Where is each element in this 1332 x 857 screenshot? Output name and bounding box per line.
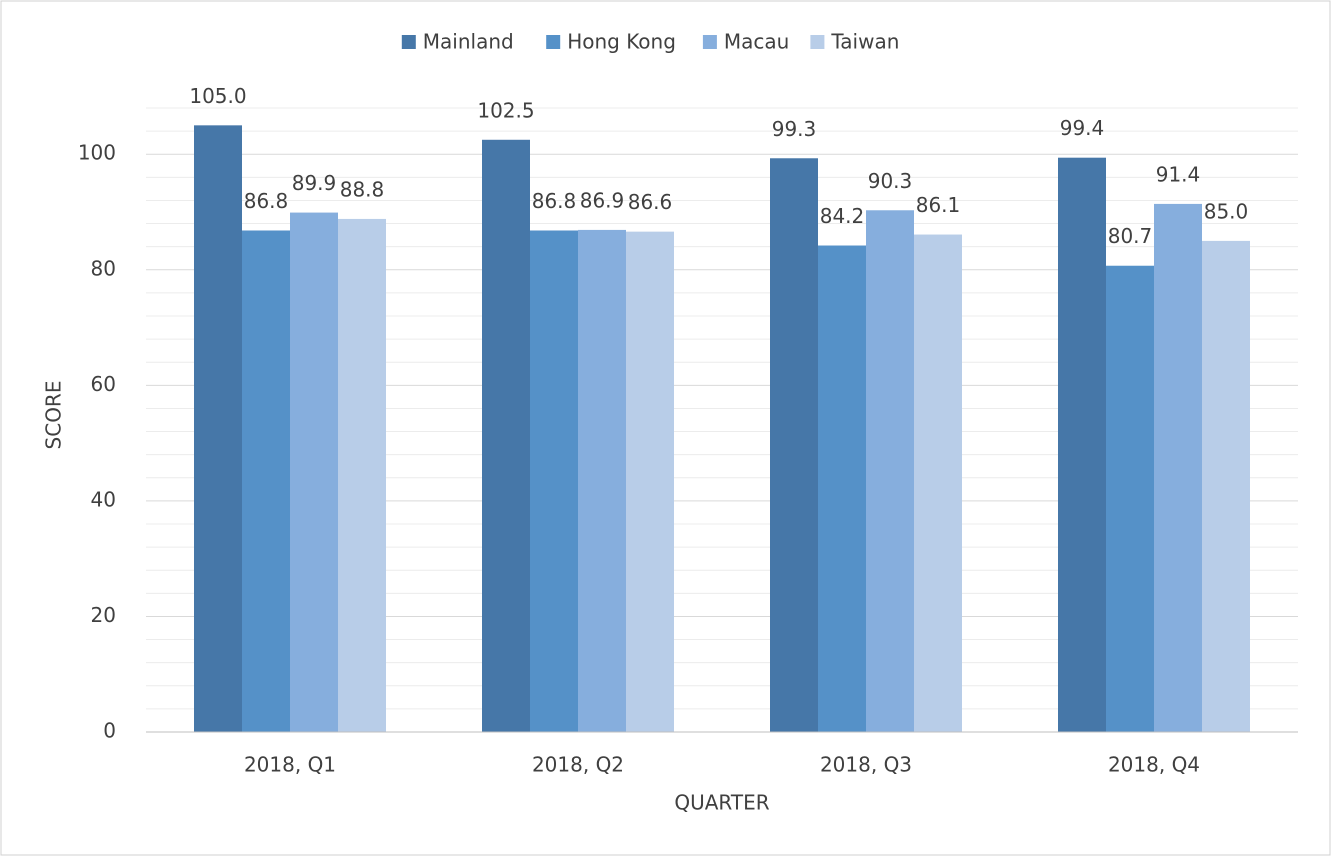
value-label: 84.2 xyxy=(820,204,865,228)
value-label: 88.8 xyxy=(340,177,385,201)
value-label: 86.9 xyxy=(580,188,625,212)
y-axis-title: SCORE xyxy=(42,381,66,450)
x-tick-label: 2018, Q2 xyxy=(532,753,624,777)
legend-swatch xyxy=(810,35,825,49)
value-label: 85.0 xyxy=(1204,199,1249,223)
value-label: 99.4 xyxy=(1060,116,1105,140)
value-label: 86.1 xyxy=(916,193,961,217)
value-label: 99.3 xyxy=(772,117,817,141)
bar xyxy=(482,139,530,732)
bar xyxy=(914,234,962,733)
legend-label: Hong Kong xyxy=(567,30,676,54)
value-label: 86.8 xyxy=(244,189,289,213)
bar xyxy=(818,245,866,732)
x-tick-label: 2018, Q4 xyxy=(1108,753,1200,777)
x-axis-title: QUARTER xyxy=(674,791,769,815)
legend-swatch xyxy=(546,35,561,49)
value-label: 86.6 xyxy=(628,190,673,214)
bar xyxy=(1058,157,1106,732)
bar xyxy=(242,230,290,732)
bar xyxy=(866,210,914,732)
bar xyxy=(770,158,818,732)
legend-label: Macau xyxy=(724,30,789,54)
value-label: 86.8 xyxy=(532,189,577,213)
bar xyxy=(578,229,626,732)
x-tick-label: 2018, Q3 xyxy=(820,753,912,777)
y-tick-label: 0 xyxy=(103,719,116,743)
bar xyxy=(530,230,578,732)
y-tick-label: 20 xyxy=(91,603,116,627)
value-label: 90.3 xyxy=(868,169,913,193)
value-label: 105.0 xyxy=(189,84,246,108)
bar xyxy=(626,231,674,732)
value-label: 80.7 xyxy=(1108,224,1153,248)
bar xyxy=(1202,240,1250,732)
value-label: 91.4 xyxy=(1156,162,1201,186)
legend-label: Taiwan xyxy=(830,30,899,54)
bar xyxy=(338,218,386,732)
legend-label: Mainland xyxy=(423,30,514,54)
legend-swatch xyxy=(702,35,717,49)
value-label: 102.5 xyxy=(477,98,534,122)
y-tick-label: 80 xyxy=(91,256,116,280)
x-tick-label: 2018, Q1 xyxy=(244,753,336,777)
legend-swatch xyxy=(401,35,416,49)
bar xyxy=(1154,203,1202,732)
y-tick-label: 100 xyxy=(78,141,116,165)
bar xyxy=(194,125,242,733)
y-tick-label: 60 xyxy=(91,372,116,396)
bar xyxy=(1106,265,1154,732)
value-label: 89.9 xyxy=(292,171,337,195)
bar xyxy=(290,212,338,733)
y-tick-label: 40 xyxy=(91,487,116,511)
